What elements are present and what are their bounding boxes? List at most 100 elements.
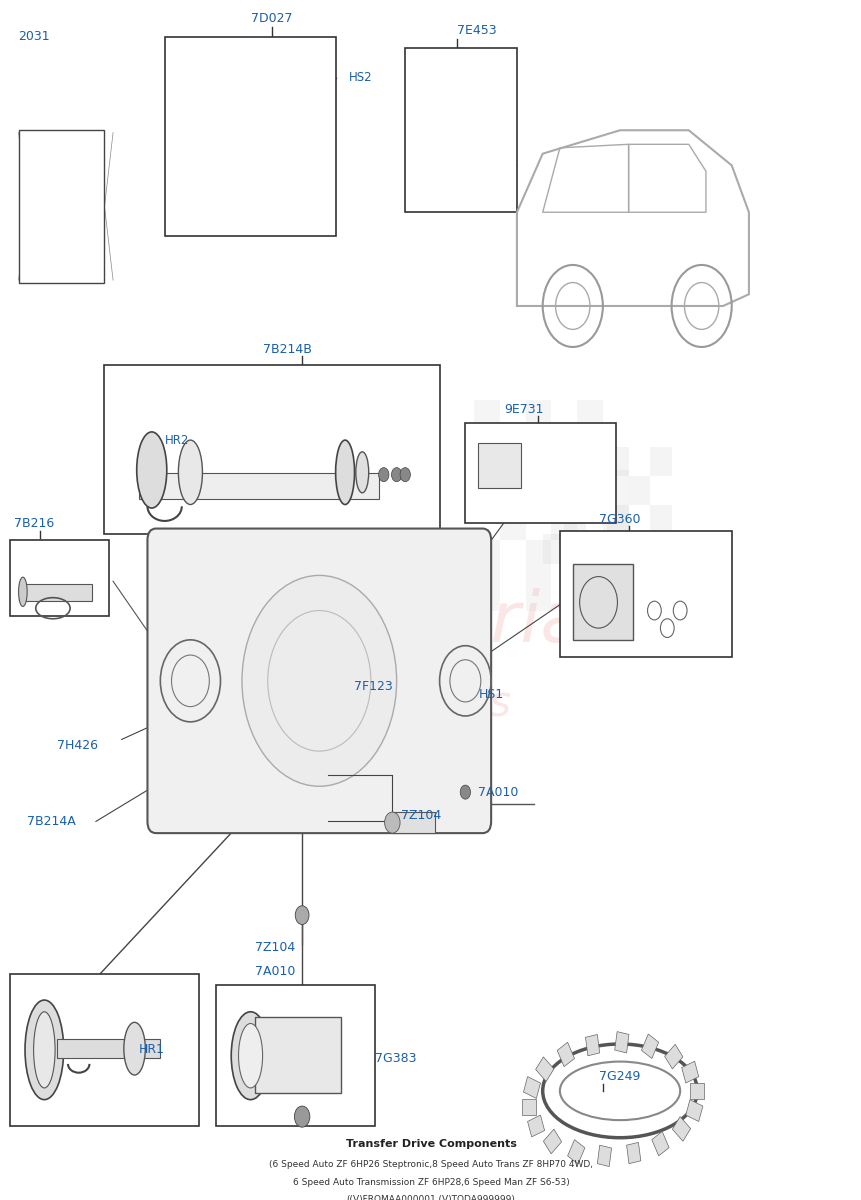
Ellipse shape [25, 1000, 64, 1099]
Bar [626, 1142, 640, 1164]
Text: Transfer Drive Components: Transfer Drive Components [345, 1139, 516, 1148]
Bar [556, 1043, 573, 1067]
Text: ((V)FROMAA000001,(V)TODA999999): ((V)FROMAA000001,(V)TODA999999) [346, 1195, 515, 1200]
FancyBboxPatch shape [147, 528, 491, 833]
Bar [104, 365, 439, 534]
Ellipse shape [231, 1012, 269, 1099]
Bar [560, 530, 731, 658]
Text: HR2: HR2 [164, 434, 189, 448]
Bar [10, 973, 199, 1126]
Bar [649, 446, 671, 476]
Bar [522, 1099, 536, 1116]
Circle shape [384, 812, 400, 833]
Bar [474, 400, 499, 470]
Bar [405, 48, 517, 212]
Bar [672, 1117, 690, 1141]
Bar [392, 812, 435, 833]
Bar [641, 1034, 658, 1058]
Bar [567, 1140, 585, 1164]
Bar [606, 505, 628, 534]
Bar [499, 470, 525, 540]
Bar [216, 985, 375, 1126]
Ellipse shape [178, 440, 202, 504]
Circle shape [378, 468, 388, 481]
Text: 6 Speed Auto Transmission ZF 6HP28,6 Speed Man ZF S6-53): 6 Speed Auto Transmission ZF 6HP28,6 Spe… [292, 1177, 569, 1187]
Text: HR1: HR1 [139, 1043, 164, 1056]
Bar [19, 131, 104, 282]
Bar [585, 476, 606, 505]
Ellipse shape [238, 1024, 263, 1088]
Bar [651, 1132, 668, 1156]
Bar [551, 470, 576, 540]
Bar [576, 540, 602, 611]
Bar [535, 1057, 554, 1081]
Bar [523, 1076, 540, 1098]
Ellipse shape [356, 452, 369, 493]
Bar [525, 400, 551, 470]
Bar [564, 505, 585, 534]
Bar [542, 1129, 561, 1153]
Bar [542, 476, 564, 505]
Text: p a r t s: p a r t s [350, 683, 511, 725]
Bar [585, 534, 606, 564]
Bar [585, 1034, 599, 1056]
Bar [10, 540, 108, 617]
Ellipse shape [34, 1012, 55, 1088]
Circle shape [391, 468, 401, 481]
Text: 2031: 2031 [19, 30, 50, 43]
Text: HS1: HS1 [478, 689, 503, 701]
Text: 7A010: 7A010 [478, 786, 518, 799]
Bar [685, 1099, 702, 1122]
Bar [649, 505, 671, 534]
Bar [664, 1044, 682, 1069]
Text: 7H426: 7H426 [57, 739, 98, 751]
Circle shape [295, 906, 308, 924]
Bar [572, 564, 632, 640]
Circle shape [460, 785, 470, 799]
Text: 7Z104: 7Z104 [255, 942, 294, 954]
Text: 7A010: 7A010 [255, 965, 294, 978]
Bar [690, 1082, 703, 1099]
Text: 7B214B: 7B214B [263, 343, 312, 356]
Bar [19, 583, 91, 601]
Bar [576, 400, 602, 470]
Bar [597, 1145, 610, 1166]
Bar [681, 1061, 698, 1084]
Text: 7E453: 7E453 [456, 24, 496, 37]
Bar [474, 540, 499, 611]
Bar [614, 1032, 629, 1052]
Bar [527, 1115, 544, 1136]
Ellipse shape [19, 577, 28, 606]
Text: 7Z104: 7Z104 [400, 809, 441, 822]
Bar [628, 476, 649, 505]
Text: scuderia: scuderia [277, 588, 584, 656]
Ellipse shape [137, 432, 166, 508]
Bar [628, 534, 649, 564]
Bar [465, 424, 615, 523]
Text: 7G360: 7G360 [598, 512, 640, 526]
Bar [564, 446, 585, 476]
Text: 9E731: 9E731 [504, 402, 543, 415]
Text: 7B216: 7B216 [15, 517, 54, 530]
Ellipse shape [124, 1022, 146, 1075]
Bar [255, 1018, 340, 1093]
Circle shape [400, 468, 410, 481]
Bar [139, 474, 379, 499]
Bar [525, 540, 551, 611]
Bar [602, 470, 628, 540]
Bar [606, 446, 628, 476]
Bar [164, 36, 336, 235]
Text: HS2: HS2 [349, 71, 373, 84]
Circle shape [294, 1106, 309, 1127]
Bar [542, 534, 564, 564]
Text: 7G383: 7G383 [375, 1051, 416, 1064]
Text: 7F123: 7F123 [353, 680, 392, 694]
Ellipse shape [242, 576, 396, 786]
Bar [478, 443, 521, 487]
Text: (6 Speed Auto ZF 6HP26 Steptronic,8 Speed Auto Trans ZF 8HP70 4WD,: (6 Speed Auto ZF 6HP26 Steptronic,8 Spee… [269, 1160, 592, 1169]
Ellipse shape [335, 440, 354, 504]
Bar [57, 1039, 160, 1058]
Text: 7B214A: 7B214A [28, 815, 76, 828]
Text: 7G249: 7G249 [598, 1070, 639, 1084]
Text: 7D027: 7D027 [251, 12, 292, 25]
